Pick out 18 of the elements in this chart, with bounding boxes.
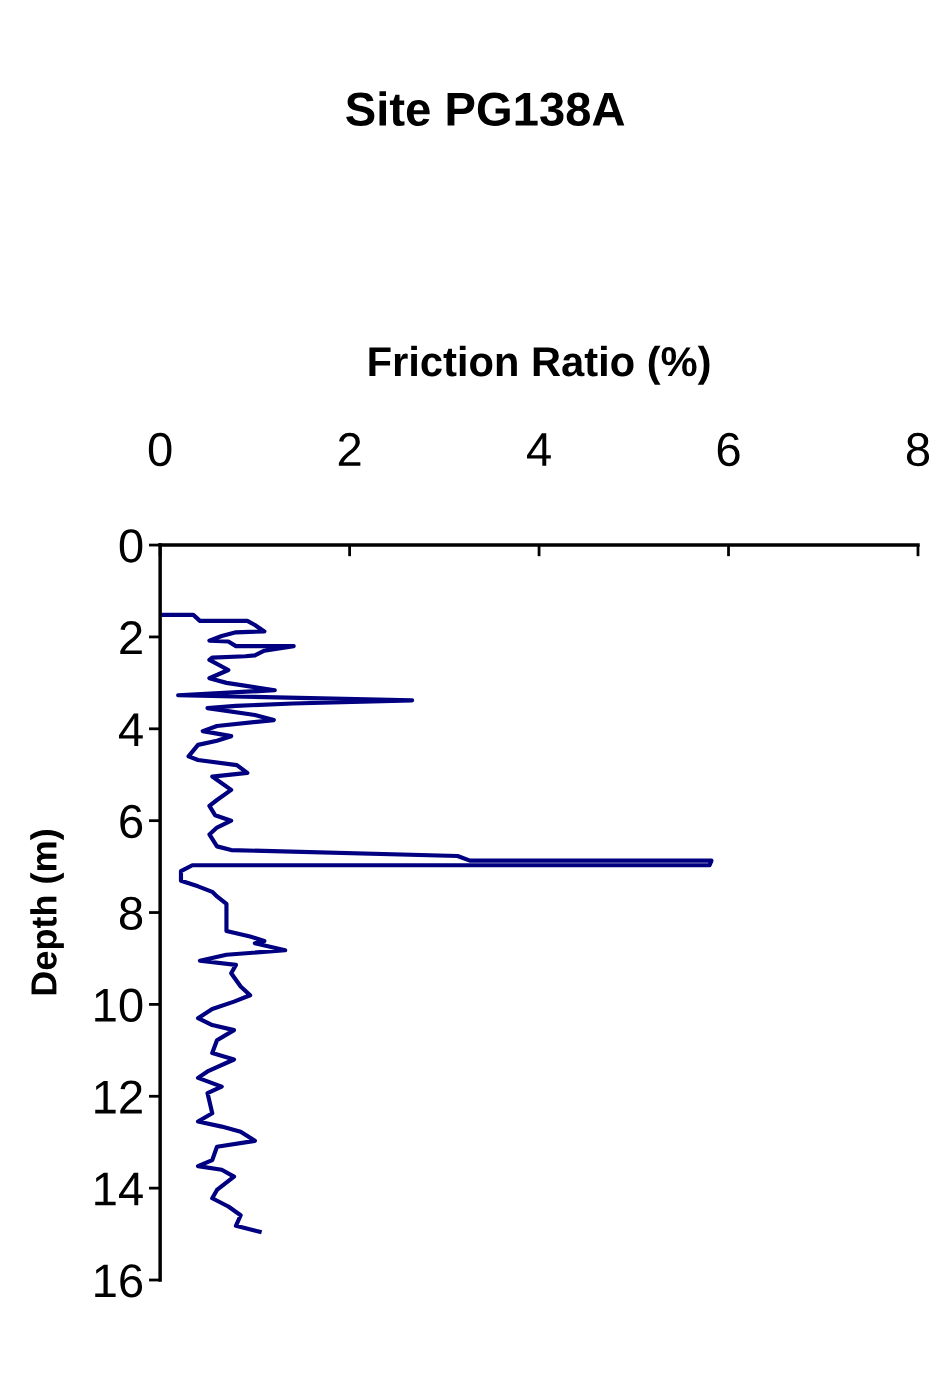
- x-tick-label: 0: [148, 432, 172, 467]
- y-tick-label: 14: [95, 1172, 143, 1206]
- x-tick-label: 8: [906, 432, 930, 467]
- x-axis-title: Friction Ratio (%): [369, 345, 710, 385]
- y-tick-label: 4: [118, 713, 143, 746]
- y-tick-label: 16: [95, 1264, 143, 1298]
- y-tick-label: 6: [120, 804, 143, 839]
- y-tick-label: 12: [95, 1080, 142, 1114]
- y-tick-label: 0: [119, 529, 143, 563]
- y-tick-label: 10: [95, 988, 143, 1022]
- x-tick-label: 4: [527, 433, 551, 466]
- x-tick-label: 2: [338, 432, 361, 466]
- x-tick-label: 6: [717, 432, 740, 467]
- chart-title: Site PG138A: [346, 91, 625, 127]
- line-series: [160, 612, 714, 1234]
- y-axis-title: Depth (m): [30, 830, 64, 995]
- y-tick-label: 8: [119, 896, 143, 931]
- y-tick-label: 2: [120, 621, 142, 655]
